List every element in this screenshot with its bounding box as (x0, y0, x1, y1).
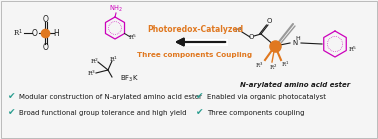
Text: Photoredox-Catalyzed: Photoredox-Catalyzed (147, 25, 243, 34)
Text: R$^{2}$: R$^{2}$ (90, 56, 99, 66)
Text: Broad functional group tolerance and high yield: Broad functional group tolerance and hig… (19, 110, 186, 116)
Text: O: O (43, 14, 49, 23)
Text: R$^{1}$: R$^{1}$ (13, 27, 23, 39)
Text: ✔: ✔ (196, 109, 203, 117)
Text: Modular construction of N-arylated amino acid ester: Modular construction of N-arylated amino… (19, 94, 202, 100)
Text: ✔: ✔ (8, 109, 15, 117)
Text: BF$_3$K: BF$_3$K (120, 74, 139, 84)
Text: R$^{3}$: R$^{3}$ (255, 60, 263, 70)
Text: R$^{5}$: R$^{5}$ (128, 33, 137, 42)
Text: Enabled via organic photocatalyst: Enabled via organic photocatalyst (207, 94, 326, 100)
Text: R$^{1}$: R$^{1}$ (110, 54, 119, 64)
Text: R$^{2}$: R$^{2}$ (269, 62, 277, 72)
Text: NH$_2$: NH$_2$ (109, 4, 123, 14)
Text: N: N (292, 40, 297, 46)
Text: R$^{3}$: R$^{3}$ (87, 68, 96, 78)
Text: O: O (266, 18, 272, 24)
Text: N-arylated amino acid ester: N-arylated amino acid ester (240, 82, 350, 88)
Text: O: O (248, 34, 254, 40)
Text: ✔: ✔ (196, 92, 203, 101)
Text: H: H (53, 28, 59, 38)
Text: R$^{5}$: R$^{5}$ (349, 44, 358, 54)
Text: O: O (32, 28, 38, 38)
Text: Three components coupling: Three components coupling (207, 110, 305, 116)
Text: ✔: ✔ (8, 92, 15, 101)
Bar (180, 39, 228, 45)
Text: Three components Coupling: Three components Coupling (138, 52, 253, 58)
Text: R$^{4}$: R$^{4}$ (234, 25, 244, 35)
Text: H: H (296, 37, 301, 42)
Text: O: O (43, 43, 49, 52)
Text: R$^{1}$: R$^{1}$ (281, 59, 289, 69)
